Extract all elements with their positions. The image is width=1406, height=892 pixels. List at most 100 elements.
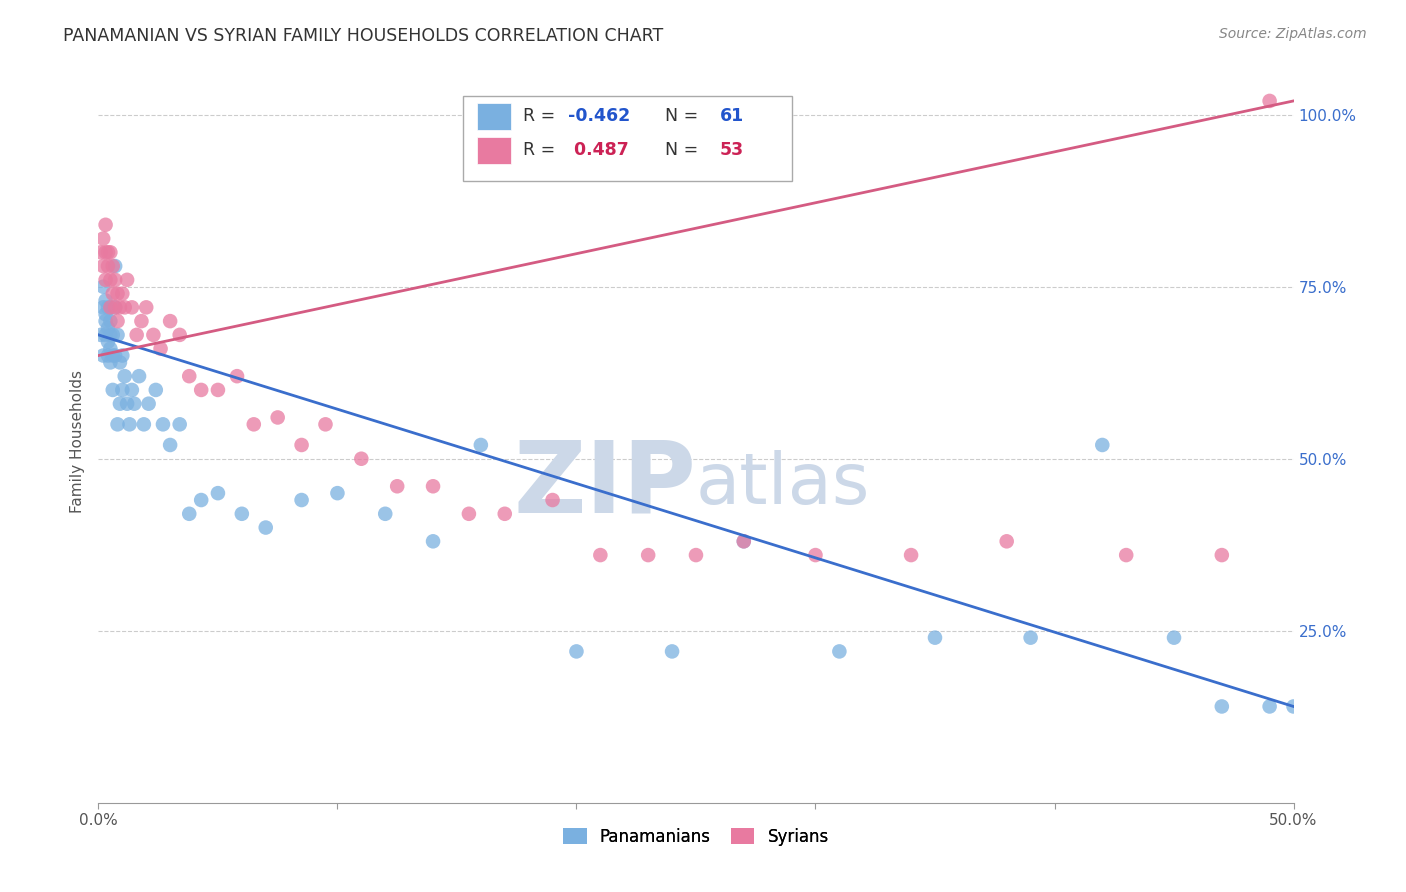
- Text: ZIP: ZIP: [513, 436, 696, 533]
- Point: [565, 644, 588, 658]
- Text: 61: 61: [720, 107, 744, 126]
- Point: [291, 493, 314, 508]
- Point: [94, 314, 117, 328]
- Point: [94, 327, 117, 342]
- Point: [190, 493, 212, 508]
- Text: -0.462: -0.462: [568, 107, 630, 126]
- Point: [101, 327, 124, 342]
- Point: [98, 355, 122, 369]
- FancyBboxPatch shape: [477, 136, 510, 164]
- Point: [98, 342, 122, 356]
- Point: [661, 644, 683, 658]
- Point: [97, 321, 120, 335]
- Point: [121, 383, 143, 397]
- Point: [326, 486, 349, 500]
- Point: [104, 259, 127, 273]
- Point: [90, 245, 112, 260]
- Point: [135, 301, 157, 315]
- Point: [107, 286, 129, 301]
- Point: [422, 534, 444, 549]
- Point: [1258, 94, 1281, 108]
- Point: [108, 301, 131, 315]
- Point: [91, 301, 114, 315]
- Point: [1211, 548, 1233, 562]
- Point: [94, 245, 117, 260]
- Point: [115, 273, 138, 287]
- Point: [107, 327, 129, 342]
- Point: [900, 548, 922, 562]
- Point: [94, 307, 117, 321]
- Point: [91, 259, 114, 273]
- Point: [924, 631, 946, 645]
- Point: [231, 507, 253, 521]
- Point: [149, 342, 172, 356]
- Point: [107, 417, 129, 432]
- Point: [101, 259, 124, 273]
- Point: [104, 301, 127, 315]
- Text: R =: R =: [523, 107, 561, 126]
- Point: [1282, 699, 1305, 714]
- Point: [118, 417, 141, 432]
- Text: R =: R =: [523, 141, 561, 160]
- Point: [254, 520, 277, 534]
- Text: atlas: atlas: [696, 450, 870, 519]
- Point: [159, 314, 181, 328]
- Point: [111, 286, 134, 301]
- Point: [97, 301, 120, 315]
- Point: [374, 507, 396, 521]
- Point: [350, 451, 373, 466]
- Text: 0.487: 0.487: [568, 141, 628, 160]
- Point: [207, 486, 229, 500]
- Point: [169, 417, 191, 432]
- Text: 53: 53: [720, 141, 744, 160]
- Point: [733, 534, 755, 549]
- Point: [124, 397, 146, 411]
- Legend: Panamanians, Syrians: Panamanians, Syrians: [557, 821, 835, 852]
- Point: [98, 327, 122, 342]
- Point: [98, 273, 122, 287]
- Point: [115, 397, 138, 411]
- Point: [291, 438, 314, 452]
- FancyBboxPatch shape: [463, 96, 792, 181]
- Point: [179, 507, 201, 521]
- Point: [733, 534, 755, 549]
- Text: PANAMANIAN VS SYRIAN FAMILY HOUSEHOLDS CORRELATION CHART: PANAMANIAN VS SYRIAN FAMILY HOUSEHOLDS C…: [63, 27, 664, 45]
- Text: N =: N =: [654, 107, 704, 126]
- Point: [685, 548, 707, 562]
- Y-axis label: Family Households: Family Households: [69, 370, 84, 513]
- Point: [114, 369, 136, 384]
- Point: [108, 397, 131, 411]
- Text: Source: ZipAtlas.com: Source: ZipAtlas.com: [1219, 27, 1367, 41]
- Point: [190, 383, 212, 397]
- Point: [1091, 438, 1114, 452]
- Point: [111, 383, 134, 397]
- Point: [101, 383, 124, 397]
- Point: [637, 548, 659, 562]
- Point: [111, 349, 134, 363]
- Point: [98, 245, 122, 260]
- Point: [91, 279, 114, 293]
- Point: [97, 259, 120, 273]
- Point: [107, 314, 129, 328]
- Point: [91, 349, 114, 363]
- Point: [104, 349, 127, 363]
- Point: [97, 349, 120, 363]
- Point: [995, 534, 1018, 549]
- Point: [98, 314, 122, 328]
- Point: [104, 273, 127, 287]
- Point: [94, 273, 117, 287]
- Point: [101, 349, 124, 363]
- Point: [422, 479, 444, 493]
- Point: [104, 301, 127, 315]
- FancyBboxPatch shape: [477, 103, 510, 130]
- Point: [470, 438, 492, 452]
- Point: [828, 644, 851, 658]
- Point: [1115, 548, 1137, 562]
- Point: [138, 397, 160, 411]
- Text: N =: N =: [654, 141, 704, 160]
- Point: [169, 327, 191, 342]
- Point: [494, 507, 516, 521]
- Point: [1163, 631, 1185, 645]
- Point: [145, 383, 167, 397]
- Point: [97, 245, 120, 260]
